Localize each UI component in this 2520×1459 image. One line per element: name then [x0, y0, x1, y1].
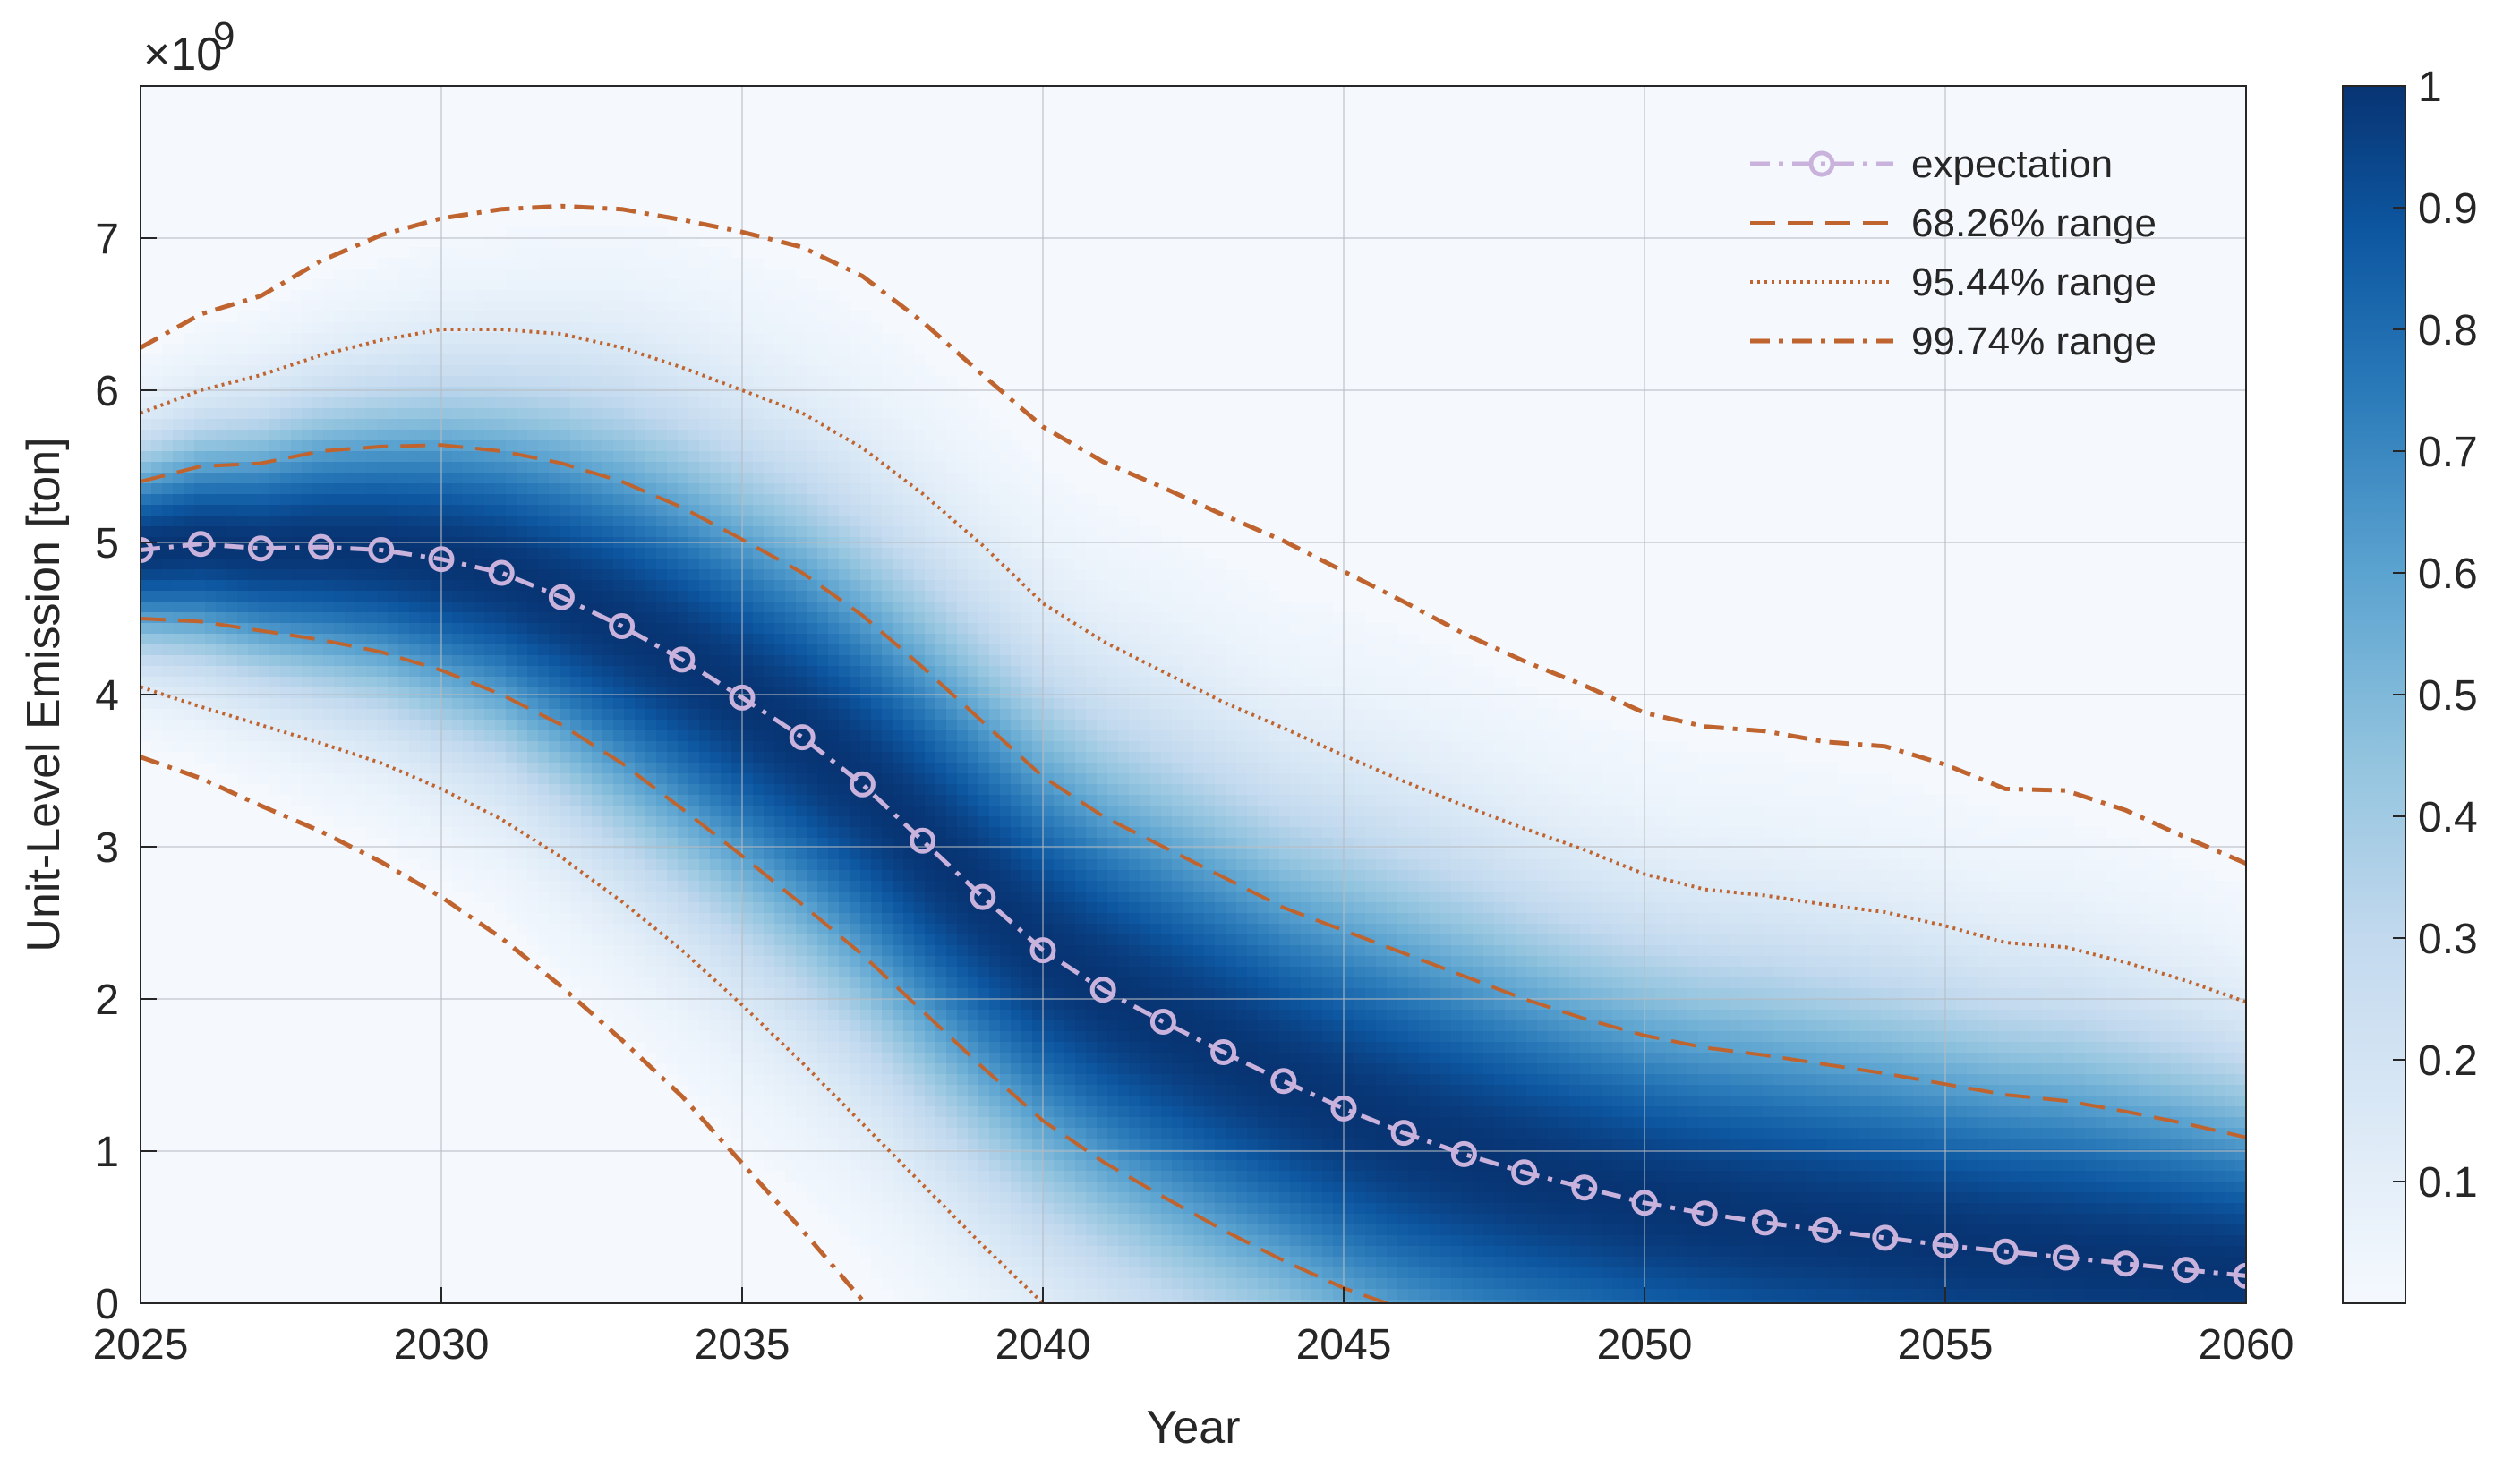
expectation-point: [308, 533, 335, 560]
legend-label-99-range: 99.74% range: [1911, 320, 2157, 363]
expectation-point: [1932, 1232, 1959, 1258]
expectation-point: [1149, 1009, 1176, 1035]
expectation-point: [1511, 1159, 1538, 1186]
legend: expectation 68.26% range 95.44% range 99…: [1750, 142, 2157, 363]
density-heatmap: [141, 226, 2246, 1303]
expectation-point: [609, 613, 636, 639]
expectation-point: [1631, 1190, 1658, 1216]
series-layer: [141, 203, 2246, 1303]
expectation-point: [488, 559, 515, 586]
y-tick-label: 7: [95, 216, 119, 263]
y-tick-label: 4: [95, 672, 119, 720]
colorbar-tick-label: 0.8: [2418, 307, 2478, 354]
expectation-point: [548, 584, 575, 610]
x-tick-label: 2060: [2199, 1321, 2294, 1369]
y-tick-label: 0: [95, 1281, 119, 1328]
y-tick-label: 3: [95, 824, 119, 872]
x-tick-label: 2055: [1898, 1321, 1994, 1369]
expectation-point: [1450, 1140, 1477, 1167]
y-axis-label: Unit-Level Emission [ton]: [18, 437, 70, 951]
x-tick-label: 2050: [1597, 1321, 1693, 1369]
y-tick-label: 2: [95, 977, 119, 1024]
expectation-point: [1029, 937, 1056, 964]
series-68-26-range-upper: [141, 443, 2246, 1139]
expectation-point: [1571, 1174, 1598, 1201]
x-tick-label: 2025: [93, 1321, 189, 1369]
y-tick-label: 6: [95, 368, 119, 415]
expectation-point: [789, 724, 816, 751]
legend-label-68-range: 68.26% range: [1911, 201, 2157, 245]
expectation-point: [910, 827, 936, 854]
series-99-74-range-upper: [141, 203, 2246, 866]
x-tick-label: 2035: [695, 1321, 790, 1369]
colorbar-tick-label: 0.6: [2418, 550, 2478, 598]
expectation-point: [247, 535, 274, 562]
x-ticks: 2025 2030 2035 2040 2045 2050 2055 2060: [93, 1287, 2294, 1369]
expectation-point: [2233, 1262, 2246, 1289]
legend-label-95-range: 95.44% range: [1911, 260, 2157, 304]
expectation-point: [1992, 1238, 2019, 1265]
x-axis-label: Year: [1146, 1402, 1240, 1454]
colorbar-tick-label: 0.3: [2418, 916, 2478, 963]
expectation-point: [2113, 1250, 2140, 1277]
expectation-point: [1691, 1200, 1718, 1227]
series-99-74-range-lower: [141, 755, 865, 1302]
colorbar-tick-label: 0.9: [2418, 185, 2478, 233]
expectation-point: [141, 537, 154, 563]
colorbar-tick-label: 0.7: [2418, 429, 2478, 476]
expectation-point: [1089, 977, 1116, 1003]
x-tick-label: 2030: [394, 1321, 490, 1369]
expectation-point: [729, 684, 756, 711]
y-exponent-power: 9: [213, 14, 235, 58]
expectation-point: [428, 546, 455, 573]
y-tick-label: 5: [95, 520, 119, 567]
expectation-point: [1330, 1095, 1357, 1122]
expectation-point: [2052, 1244, 2079, 1271]
x-tick-label: 2040: [995, 1321, 1091, 1369]
expectation-point: [2173, 1257, 2200, 1284]
expectation-point: [1270, 1068, 1297, 1095]
colorbar-tick-label: 1: [2418, 64, 2442, 111]
expectation-point: [849, 771, 876, 798]
expectation-point: [368, 537, 395, 563]
y-exponent-base: ×10: [143, 29, 222, 81]
colorbar-tick-label: 0.2: [2418, 1037, 2478, 1085]
expectation-point: [1812, 1216, 1839, 1243]
expectation-point: [1210, 1039, 1237, 1065]
expectation-point: [1751, 1209, 1778, 1236]
expectation-point: [669, 646, 696, 673]
colorbar-tick-label: 0.4: [2418, 794, 2478, 841]
legend-label-expectation: expectation: [1911, 142, 2113, 186]
legend-marker-expectation: [1808, 150, 1835, 177]
colorbar-tick-label: 0.5: [2418, 672, 2478, 720]
series-68-26-range-lower: [141, 617, 1392, 1303]
colorbar-ticks: 0.1 0.2 0.3 0.4 0.5 0.6 0.7 0.8 0.9 1: [2393, 64, 2478, 1207]
y-ticks: 0 1 2 3 4 5 6 7: [95, 216, 157, 1328]
x-tick-label: 2045: [1296, 1321, 1392, 1369]
expectation-point: [187, 531, 214, 558]
expectation-point: [1872, 1224, 1899, 1251]
y-tick-label: 1: [95, 1129, 119, 1176]
expectation-point: [1390, 1120, 1417, 1147]
series-95-44-range-lower: [141, 685, 1045, 1303]
expectation-point: [970, 883, 996, 910]
colorbar-tick-label: 0.1: [2418, 1159, 2478, 1207]
